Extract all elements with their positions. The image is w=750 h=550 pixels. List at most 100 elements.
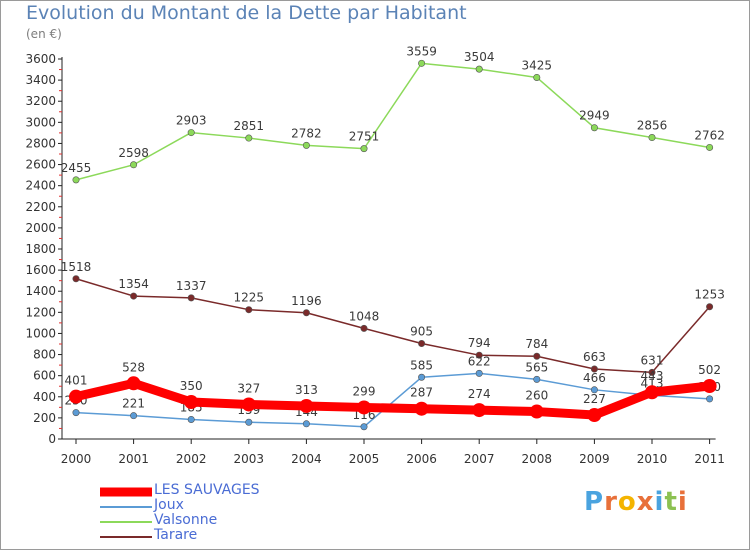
legend-swatch-joux (100, 506, 152, 508)
data-label-les-sauvages: 274 (468, 387, 491, 401)
data-point-valsonne (418, 59, 426, 67)
y-tick-label: 800 (33, 348, 56, 362)
data-point-tarare (130, 292, 138, 300)
data-point-joux (590, 386, 598, 394)
data-label-tarare: 1048 (349, 309, 380, 323)
data-label-les-sauvages: 528 (122, 360, 145, 374)
data-point-les-sauvages (645, 385, 659, 400)
data-label-valsonne: 3425 (522, 58, 553, 72)
y-tick-label: 1200 (25, 305, 56, 319)
y-tick-label: 1800 (25, 242, 56, 256)
data-label-tarare: 631 (641, 353, 664, 367)
y-tick-label: 1400 (25, 284, 56, 298)
data-point-joux (72, 409, 80, 417)
y-tick-label: 2400 (25, 179, 56, 193)
data-point-tarare (72, 275, 80, 283)
data-point-valsonne (187, 129, 195, 137)
data-point-valsonne (533, 73, 541, 81)
legend-swatch-valsonne (100, 521, 152, 523)
data-point-valsonne (475, 65, 483, 73)
data-label-les-sauvages: 443 (641, 369, 664, 383)
data-point-les-sauvages (357, 400, 371, 415)
data-label-tarare: 1225 (234, 291, 265, 305)
legend-swatch-les-sauvages (100, 487, 152, 497)
data-point-tarare (475, 351, 483, 359)
data-point-les-sauvages (299, 398, 314, 413)
data-label-les-sauvages: 313 (295, 383, 318, 397)
data-point-valsonne (130, 161, 138, 169)
data-point-tarare (360, 324, 368, 332)
data-point-les-sauvages (241, 397, 256, 412)
data-label-joux: 622 (468, 354, 491, 368)
y-tick-label: 2000 (25, 221, 56, 235)
data-point-les-sauvages (184, 395, 199, 410)
unit-label: (en €) (26, 27, 62, 41)
legend-label-tarare: Tarare (154, 527, 198, 543)
data-point-valsonne (706, 143, 714, 151)
x-tick-label: 2000 (61, 452, 92, 466)
y-tick-label: 3000 (25, 115, 56, 129)
data-label-les-sauvages: 327 (237, 381, 260, 395)
data-label-valsonne: 2903 (176, 114, 207, 128)
y-tick-label: 3400 (25, 73, 56, 87)
data-point-joux (130, 412, 138, 420)
data-label-les-sauvages: 299 (353, 384, 376, 398)
y-tick-label: 2200 (25, 200, 56, 214)
data-point-valsonne (590, 124, 598, 132)
y-tick-label: 600 (33, 369, 56, 383)
data-point-valsonne (648, 134, 656, 142)
data-point-tarare (418, 339, 426, 347)
x-tick-label: 2010 (637, 452, 668, 466)
data-point-joux (360, 423, 368, 431)
legend-swatch-tarare (100, 536, 152, 538)
data-point-les-sauvages (702, 379, 717, 394)
y-tick-label: 3600 (25, 52, 56, 66)
data-label-valsonne: 2751 (349, 130, 380, 144)
data-label-joux: 585 (410, 358, 433, 372)
data-label-valsonne: 2949 (579, 109, 610, 123)
data-label-les-sauvages: 502 (698, 363, 721, 377)
proxiti-logo: Proxiti (584, 487, 688, 517)
x-tick-label: 2011 (694, 452, 725, 466)
data-label-tarare: 1354 (118, 277, 149, 291)
data-label-valsonne: 2762 (694, 128, 725, 142)
data-label-les-sauvages: 401 (65, 374, 88, 388)
data-point-tarare (648, 368, 656, 376)
data-label-tarare: 784 (525, 337, 548, 351)
data-point-joux (302, 420, 310, 428)
x-tick-label: 2002 (176, 452, 207, 466)
data-label-tarare: 1518 (61, 260, 92, 274)
data-label-les-sauvages: 350 (180, 379, 203, 393)
data-label-valsonne: 2598 (118, 146, 149, 160)
series-line-joux (75, 372, 711, 428)
y-tick-label: 2800 (25, 136, 56, 150)
data-point-valsonne (245, 134, 253, 142)
data-label-tarare: 794 (468, 336, 491, 350)
data-point-joux (533, 375, 541, 383)
data-label-valsonne: 2782 (291, 126, 322, 140)
data-label-valsonne: 3559 (406, 44, 437, 58)
y-tick-label: 3200 (25, 94, 56, 108)
data-label-les-sauvages: 227 (583, 392, 606, 406)
data-point-tarare (245, 306, 253, 314)
x-tick-label: 2007 (464, 452, 495, 466)
y-tick-label: 200 (33, 411, 56, 425)
data-label-valsonne: 3504 (464, 50, 495, 64)
data-label-tarare: 905 (410, 324, 433, 338)
y-tick-label: 1600 (25, 263, 56, 277)
data-point-tarare (533, 352, 541, 360)
data-point-les-sauvages (587, 408, 602, 423)
data-point-joux (245, 418, 253, 426)
legend-label-joux: Joux (154, 497, 184, 513)
x-tick-label: 2009 (579, 452, 610, 466)
data-point-tarare (187, 294, 195, 302)
data-point-les-sauvages (472, 403, 487, 418)
series-line-les-sauvages (71, 378, 715, 420)
data-point-joux (706, 395, 714, 403)
x-tick-label: 2008 (522, 452, 553, 466)
data-point-valsonne (302, 141, 310, 149)
data-label-valsonne: 2856 (637, 119, 668, 133)
data-label-joux: 466 (583, 371, 606, 385)
